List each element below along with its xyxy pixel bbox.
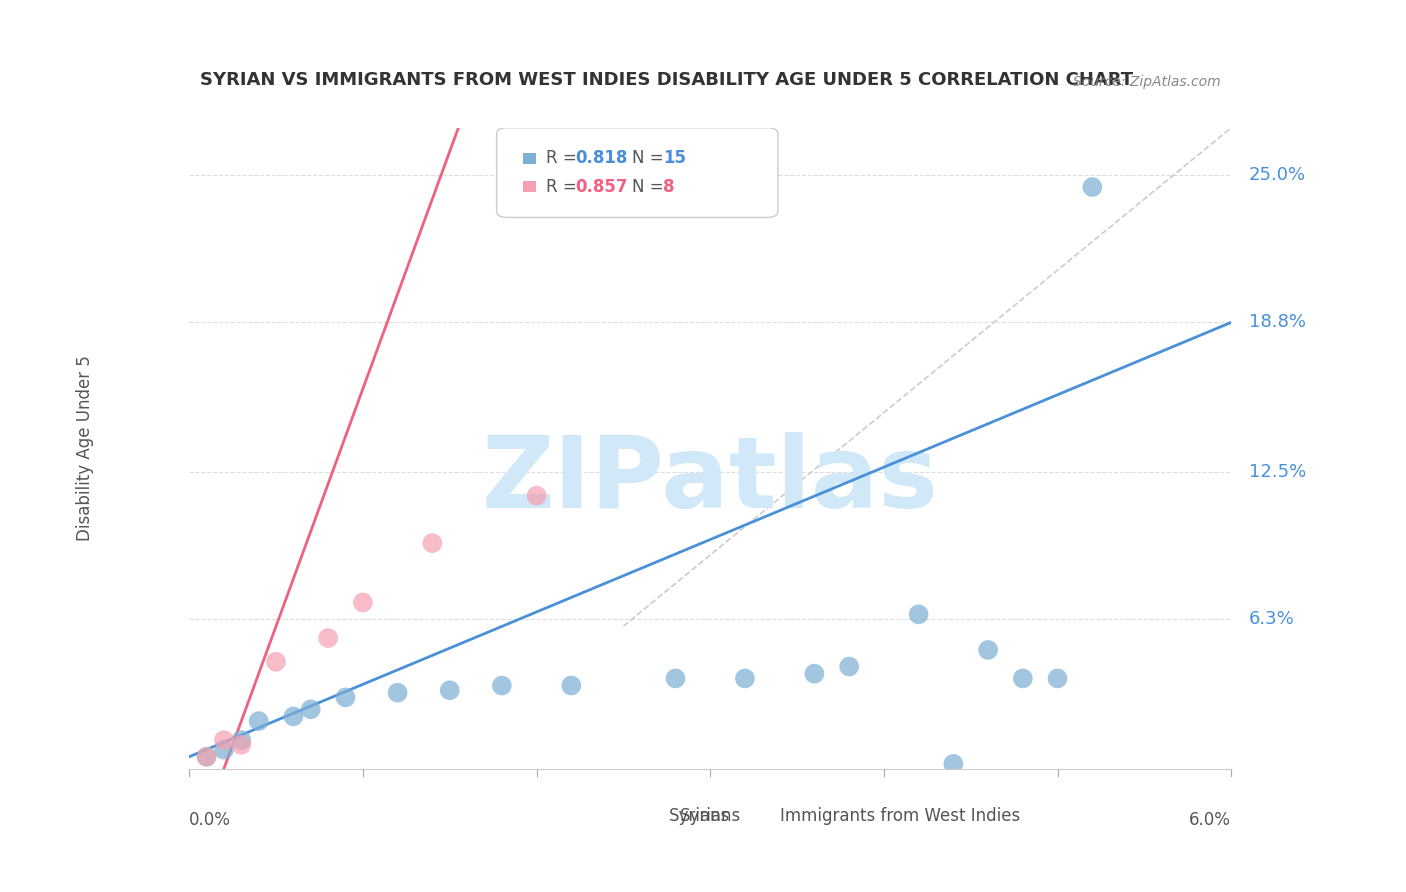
Text: Immigrants from West Indies: Immigrants from West Indies: [780, 807, 1021, 825]
Point: [231, 738, 253, 752]
Text: 12.5%: 12.5%: [1249, 463, 1306, 481]
Point: [1046, 672, 1069, 686]
Point: [977, 643, 1000, 657]
Point: [212, 733, 235, 747]
Text: Disability Age Under 5: Disability Age Under 5: [76, 355, 94, 541]
Point: [1011, 672, 1033, 686]
Point: [838, 659, 860, 673]
Text: R =: R =: [546, 150, 582, 168]
Text: 25.0%: 25.0%: [1249, 166, 1306, 185]
Point: [942, 756, 965, 771]
Text: 6.0%: 6.0%: [1189, 812, 1232, 830]
Point: [316, 631, 339, 645]
Text: N =: N =: [631, 150, 668, 168]
Point: [247, 714, 270, 728]
Point: [335, 690, 357, 705]
Text: R =: R =: [546, 178, 582, 195]
FancyBboxPatch shape: [523, 153, 536, 164]
Point: [420, 536, 443, 550]
Text: Syrians: Syrians: [679, 807, 741, 825]
FancyBboxPatch shape: [756, 809, 776, 823]
Point: [299, 702, 322, 716]
Point: [387, 686, 409, 700]
Point: [664, 672, 686, 686]
Point: [907, 607, 929, 622]
Point: [195, 749, 218, 764]
Text: 0.0%: 0.0%: [190, 812, 231, 830]
Point: [734, 672, 756, 686]
Text: ZIPatlas: ZIPatlas: [482, 432, 939, 529]
Point: [560, 679, 582, 693]
Text: 0.818: 0.818: [575, 150, 627, 168]
Text: 8: 8: [662, 178, 675, 195]
Point: [283, 709, 305, 723]
Text: 15: 15: [662, 150, 686, 168]
Text: SYRIAN VS IMMIGRANTS FROM WEST INDIES DISABILITY AGE UNDER 5 CORRELATION CHART: SYRIAN VS IMMIGRANTS FROM WEST INDIES DI…: [200, 71, 1133, 89]
Text: N =: N =: [631, 178, 668, 195]
FancyBboxPatch shape: [648, 809, 666, 823]
Point: [439, 683, 461, 698]
Point: [264, 655, 287, 669]
Text: Syrians: Syrians: [668, 807, 730, 825]
Text: 0.857: 0.857: [575, 178, 628, 195]
Point: [231, 733, 253, 747]
Point: [803, 666, 825, 681]
Point: [526, 489, 548, 503]
Point: [352, 595, 374, 609]
Point: [195, 749, 218, 764]
Point: [491, 679, 513, 693]
FancyBboxPatch shape: [496, 128, 778, 218]
Text: Source: ZipAtlas.com: Source: ZipAtlas.com: [1073, 75, 1220, 89]
Point: [212, 742, 235, 756]
Text: 6.3%: 6.3%: [1249, 610, 1295, 628]
FancyBboxPatch shape: [523, 181, 536, 193]
Point: [1081, 180, 1104, 194]
Text: 18.8%: 18.8%: [1249, 313, 1306, 331]
